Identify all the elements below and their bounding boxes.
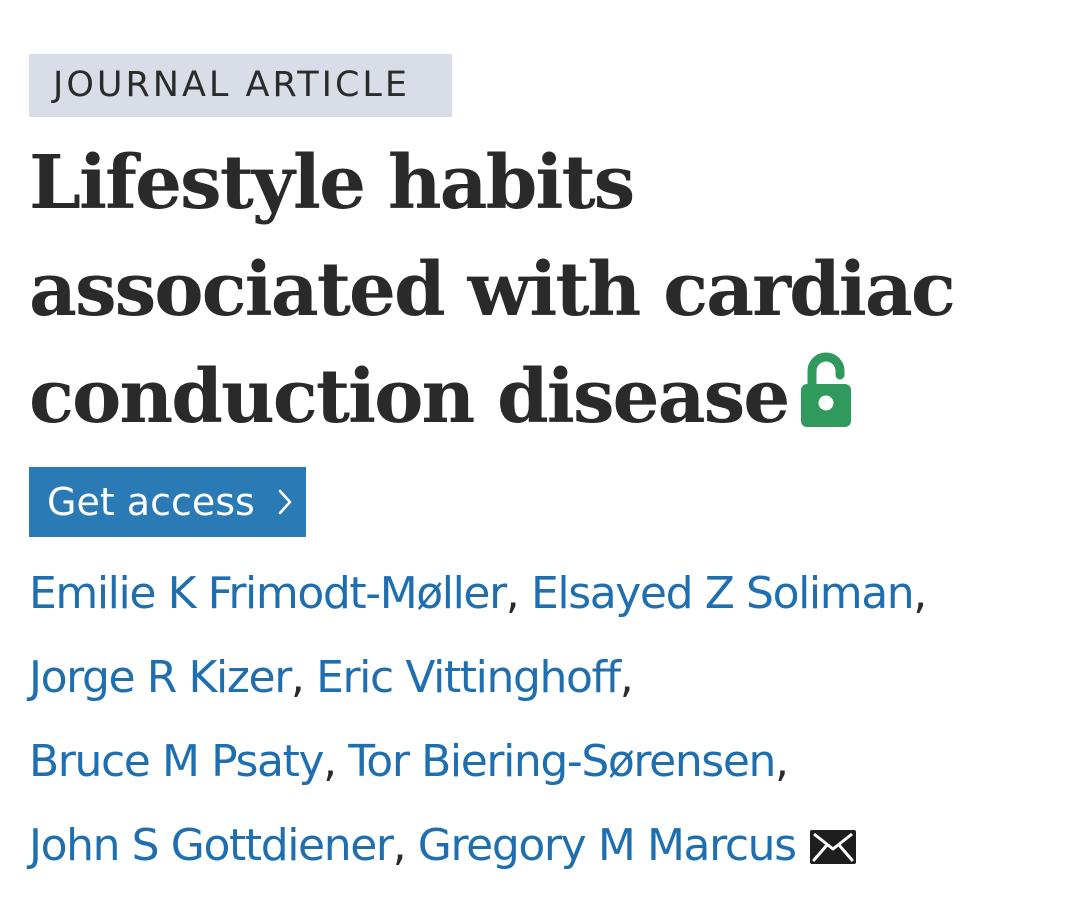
open-lock-icon (800, 350, 852, 457)
get-access-button[interactable]: Get access (29, 467, 306, 537)
author-separator: , (505, 568, 520, 619)
author-separator: , (913, 568, 927, 619)
author-link-corresponding[interactable]: Gregory M Marcus (417, 820, 797, 871)
get-access-label: Get access (47, 480, 255, 524)
title-line-2: associated with cardiac (29, 247, 956, 333)
author-separator: , (323, 736, 337, 787)
author-link[interactable]: Bruce M Psaty (29, 736, 325, 787)
author-row: John S Gottdiener, Gregory M Marcus (29, 810, 1069, 894)
author-row: Jorge R Kizer, Eric Vittinghoff, (29, 642, 1069, 726)
title-line-3: conduction disease (29, 344, 1029, 457)
author-list: Emilie K Frimodt-Møller, Elsayed Z Solim… (29, 558, 1069, 894)
envelope-icon[interactable] (809, 814, 856, 886)
author-row: Bruce M Psaty, Tor Biering-Sørensen, (29, 726, 1069, 810)
title-line-1: Lifestyle habits (29, 140, 635, 226)
title-line-3-text: conduction disease (29, 354, 790, 440)
author-link[interactable]: Jorge R Kizer (29, 652, 292, 703)
article-title: Lifestyle habits associated with cardiac… (29, 130, 1029, 457)
author-link[interactable]: Tor Biering-Sørensen (348, 736, 776, 787)
author-row: Emilie K Frimodt-Møller, Elsayed Z Solim… (29, 558, 1069, 642)
author-link[interactable]: Elsayed Z Soliman (530, 568, 915, 619)
author-link[interactable]: John S Gottdiener (29, 820, 394, 871)
author-separator: , (619, 652, 634, 703)
author-separator: , (290, 652, 305, 703)
author-separator: , (392, 820, 407, 871)
author-link[interactable]: Emilie K Frimodt-Møller (29, 568, 507, 619)
chevron-right-icon (277, 488, 293, 516)
author-separator: , (775, 736, 789, 787)
author-link[interactable]: Eric Vittinghoff (316, 652, 621, 703)
article-type-badge: JOURNAL ARTICLE (29, 54, 452, 117)
